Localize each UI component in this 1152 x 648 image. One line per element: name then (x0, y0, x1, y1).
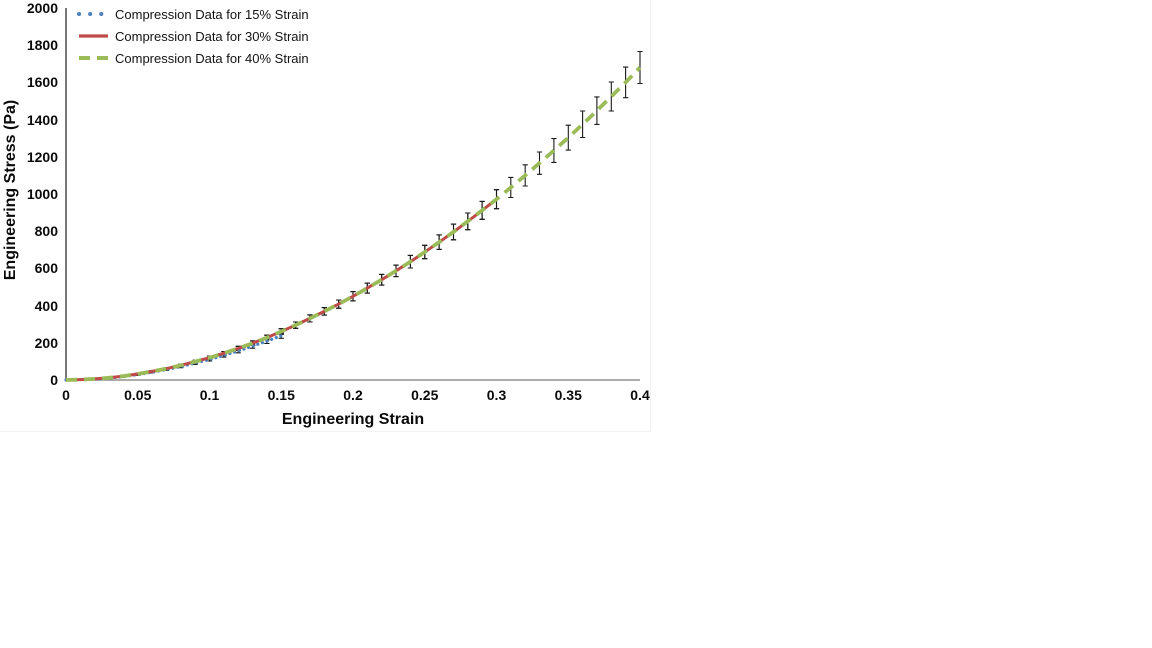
x-tick-label: 0.25 (411, 387, 439, 403)
legend-marker-dashed-icon (79, 56, 108, 60)
legend-item-3: Compression Data for 40% Strain (77, 47, 309, 69)
x-tick-label: 0.4 (630, 387, 650, 403)
y-tick-label: 400 (34, 297, 58, 314)
stress-strain-chart: 0 200 400 600 800 1000 1200 1400 1600 1800 2000 0 0… (0, 0, 651, 432)
x-axis-title: Engineering Strain (281, 411, 425, 428)
legend-item-2: Compression Data for 30% Strain (77, 25, 309, 47)
y-tick-label: 1000 (26, 186, 58, 202)
x-tick-label: 0.35 (554, 387, 582, 403)
legend-marker-solid-icon (79, 34, 108, 38)
plot-area (64, 8, 643, 382)
legend-label: Compression Data for 15% Strain (115, 6, 309, 22)
y-tick-label: 2000 (26, 0, 58, 16)
y-axis-title: Engineering Stress (Pa) (2, 99, 19, 281)
error-bars-series-3 (77, 50, 643, 381)
series-line-3-dashed (65, 66, 642, 382)
x-tick-label: 0.05 (124, 387, 152, 403)
legend-marker-dotted-icon (77, 12, 110, 16)
x-tick-label: 0.2 (343, 387, 363, 403)
x-tick-label: 0 (62, 387, 70, 403)
y-tick-label: 600 (34, 260, 58, 277)
y-tick-label: 1800 (26, 37, 58, 54)
error-bars-series-2 (77, 189, 500, 381)
legend-label: Compression Data for 30% Strain (115, 28, 309, 44)
legend-label: Compression Data for 40% Strain (115, 50, 309, 66)
series-line-1-dotted (64, 334, 283, 382)
x-tick-label: 0.1 (199, 387, 220, 403)
y-tick-label: 0 (50, 372, 58, 388)
chart-legend: Compression Data for 15% Strain Compressi… (77, 3, 309, 69)
y-tick-label: 1400 (26, 111, 58, 128)
legend-item-1: Compression Data for 15% Strain (77, 3, 309, 25)
series-line-2-solid (65, 198, 498, 382)
x-tick-label: 0.3 (486, 387, 507, 403)
x-tick-label: 0.15 (267, 387, 295, 403)
y-tick-label: 800 (34, 223, 58, 240)
error-bars-series-1 (77, 332, 284, 381)
y-tick-label: 200 (34, 334, 58, 351)
y-tick-label: 1200 (26, 148, 58, 165)
y-tick-label: 1600 (26, 74, 58, 91)
